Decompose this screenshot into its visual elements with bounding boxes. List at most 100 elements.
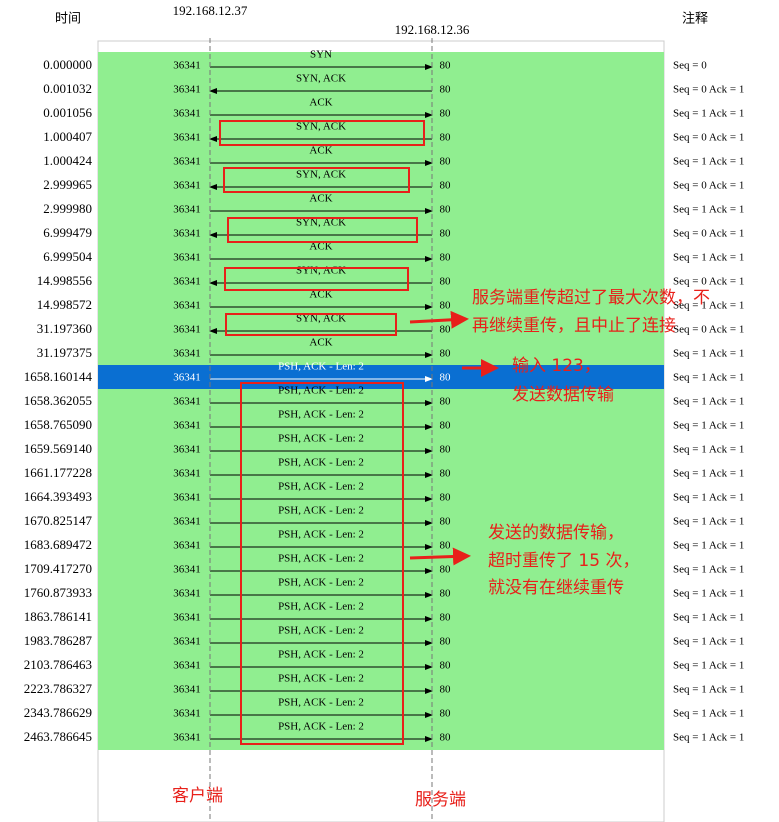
comment: Seq = 1 Ack = 1 — [673, 156, 744, 168]
src-port: 36341 — [173, 564, 201, 576]
dst-port: 80 — [440, 540, 452, 552]
dst-port: 80 — [440, 684, 452, 696]
comment: Seq = 1 Ack = 1 — [673, 204, 744, 216]
packet-label: PSH, ACK - Len: 2 — [278, 433, 364, 445]
packet-label: PSH, ACK - Len: 2 — [278, 553, 364, 565]
packet-label: SYN, ACK — [296, 121, 346, 133]
src-port: 36341 — [173, 324, 201, 336]
dst-port: 80 — [440, 636, 452, 648]
dst-port: 80 — [440, 708, 452, 720]
time: 1.000424 — [43, 153, 92, 168]
time: 1661.177228 — [24, 465, 92, 480]
dst-port: 80 — [440, 612, 452, 624]
annotation: 发送的数据传输， — [488, 523, 624, 543]
packet-label: PSH, ACK - Len: 2 — [278, 361, 364, 373]
dst-port: 80 — [440, 84, 452, 96]
packet-label: ACK — [309, 97, 332, 109]
callout-arrows — [409, 310, 499, 566]
packet-label: PSH, ACK - Len: 2 — [278, 505, 364, 517]
comment: Seq = 1 Ack = 1 — [673, 396, 744, 408]
dst-port: 80 — [440, 108, 452, 120]
comment: Seq = 1 Ack = 1 — [673, 588, 744, 600]
src-port: 36341 — [173, 300, 201, 312]
dst-port: 80 — [440, 204, 452, 216]
packet-label: PSH, ACK - Len: 2 — [278, 529, 364, 541]
packet-label: SYN, ACK — [296, 73, 346, 85]
packet-label: ACK — [309, 193, 332, 205]
comment: Seq = 1 Ack = 1 — [673, 372, 744, 384]
src-port: 36341 — [173, 468, 201, 480]
time-header: 时间 — [55, 12, 81, 27]
comment: Seq = 1 Ack = 1 — [673, 612, 744, 624]
time: 1.000407 — [43, 129, 92, 144]
comment: Seq = 1 Ack = 1 — [673, 540, 744, 552]
packet-label: SYN, ACK — [296, 169, 346, 181]
src-port: 36341 — [173, 84, 201, 96]
time: 14.998556 — [37, 273, 93, 288]
comment: Seq = 1 Ack = 1 — [673, 300, 744, 312]
annotation: 超时重传了 15 次， — [488, 551, 639, 571]
dst-port: 80 — [440, 228, 452, 240]
comment: Seq = 1 Ack = 1 — [673, 732, 744, 744]
comment: Seq = 0 Ack = 1 — [673, 84, 744, 96]
client-ip: 192.168.12.37 — [173, 3, 248, 18]
time: 0.001032 — [43, 81, 92, 96]
dst-port: 80 — [440, 516, 452, 528]
comment: Seq = 1 Ack = 1 — [673, 420, 744, 432]
comment: Seq = 1 Ack = 1 — [673, 636, 744, 648]
time: 1760.873933 — [24, 585, 92, 600]
comment: Seq = 0 Ack = 1 — [673, 132, 744, 144]
time: 2.999980 — [43, 201, 92, 216]
src-port: 36341 — [173, 132, 201, 144]
src-port: 36341 — [173, 516, 201, 528]
dst-port: 80 — [440, 372, 452, 384]
packet-label: PSH, ACK - Len: 2 — [278, 481, 364, 493]
time: 0.001056 — [43, 105, 92, 120]
src-port: 36341 — [173, 60, 201, 72]
comment: Seq = 1 Ack = 1 — [673, 516, 744, 528]
src-port: 36341 — [173, 396, 201, 408]
time: 14.998572 — [37, 297, 92, 312]
src-port: 36341 — [173, 684, 201, 696]
dst-port: 80 — [440, 468, 452, 480]
packet-label: SYN, ACK — [296, 217, 346, 229]
src-port: 36341 — [173, 492, 201, 504]
dst-port: 80 — [440, 348, 452, 360]
packet-label: PSH, ACK - Len: 2 — [278, 625, 364, 637]
src-port: 36341 — [173, 108, 201, 120]
packet-label: PSH, ACK - Len: 2 — [278, 601, 364, 613]
packet-label: PSH, ACK - Len: 2 — [278, 409, 364, 421]
server-label: 服务端 — [415, 790, 466, 810]
src-port: 36341 — [173, 708, 201, 720]
comment: Seq = 1 Ack = 1 — [673, 468, 744, 480]
comment: Seq = 1 Ack = 1 — [673, 708, 744, 720]
dst-port: 80 — [440, 300, 452, 312]
packet-label: PSH, ACK - Len: 2 — [278, 697, 364, 709]
packet-label: ACK — [309, 145, 332, 157]
comment: Seq = 1 Ack = 1 — [673, 564, 744, 576]
comment: Seq = 0 — [673, 60, 707, 72]
src-port: 36341 — [173, 732, 201, 744]
comment: Seq = 1 Ack = 1 — [673, 444, 744, 456]
dst-port: 80 — [440, 324, 452, 336]
packet-label: PSH, ACK - Len: 2 — [278, 673, 364, 685]
time: 1709.417270 — [24, 561, 92, 576]
highlight-boxes — [219, 120, 425, 745]
packet-label: SYN, ACK — [296, 313, 346, 325]
src-port: 36341 — [173, 540, 201, 552]
time: 31.197360 — [37, 321, 92, 336]
comment: Seq = 0 Ack = 1 — [673, 324, 744, 336]
time: 2223.786327 — [24, 681, 93, 696]
src-port: 36341 — [173, 372, 201, 384]
comment: Seq = 1 Ack = 1 — [673, 660, 744, 672]
src-port: 36341 — [173, 612, 201, 624]
packet-label: PSH, ACK - Len: 2 — [278, 649, 364, 661]
dst-port: 80 — [440, 492, 452, 504]
packet-label: SYN — [310, 49, 332, 61]
time: 1664.393493 — [24, 489, 92, 504]
src-port: 36341 — [173, 444, 201, 456]
src-port: 36341 — [173, 348, 201, 360]
src-port: 36341 — [173, 636, 201, 648]
src-port: 36341 — [173, 588, 201, 600]
